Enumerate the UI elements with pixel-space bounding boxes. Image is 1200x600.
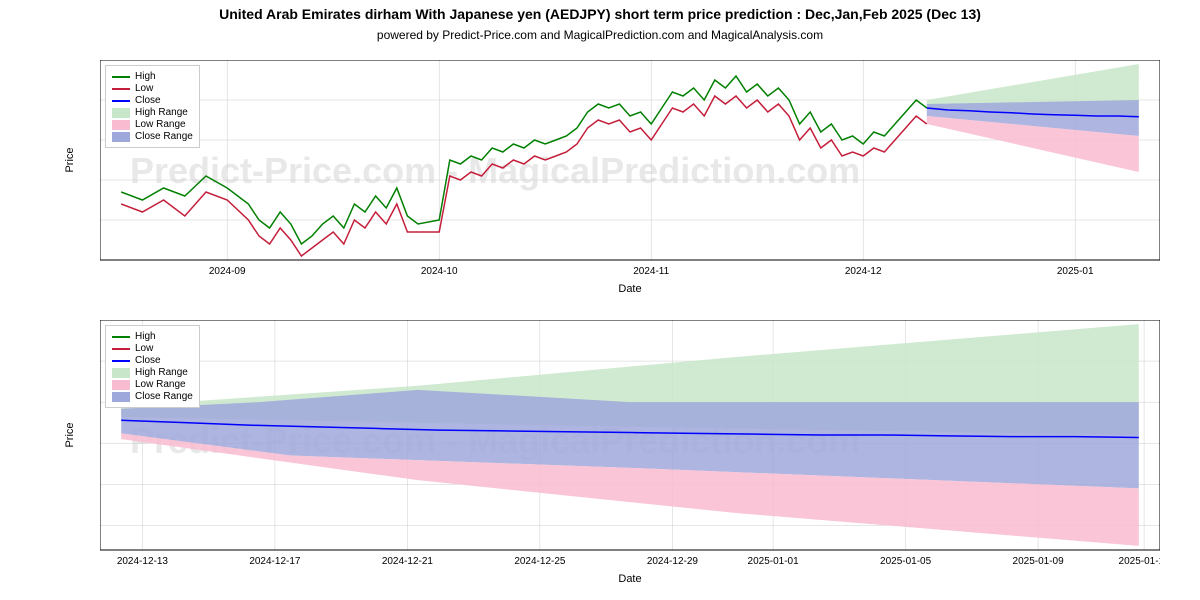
title-text: United Arab Emirates dirham With Japanes… xyxy=(219,6,981,22)
svg-text:2024-12-21: 2024-12-21 xyxy=(382,556,434,567)
legend-item: Low Range xyxy=(112,379,193,390)
legend-item: High Range xyxy=(112,107,193,118)
svg-text:2024-09: 2024-09 xyxy=(209,266,246,277)
legend-swatch xyxy=(112,336,130,338)
subtitle-text: powered by Predict-Price.com and Magical… xyxy=(377,28,823,42)
legend-swatch xyxy=(112,360,130,362)
legend-label: Low xyxy=(135,343,153,354)
legend-label: Close xyxy=(135,95,161,106)
legend-item: Low Range xyxy=(112,119,193,130)
legend-item: Low xyxy=(112,83,193,94)
svg-text:2024-12-13: 2024-12-13 xyxy=(117,556,169,567)
legend-item: Close Range xyxy=(112,391,193,402)
legend-label: High Range xyxy=(135,107,188,118)
svg-text:2025-01: 2025-01 xyxy=(1057,266,1094,277)
legend-label: Low Range xyxy=(135,379,186,390)
legend-item: Close Range xyxy=(112,131,193,142)
legend-label: Close xyxy=(135,355,161,366)
legend-item: Close xyxy=(112,355,193,366)
legend-item: Close xyxy=(112,95,193,106)
legend-swatch xyxy=(112,392,130,402)
legend-swatch xyxy=(112,100,130,102)
svg-text:2024-12: 2024-12 xyxy=(845,266,882,277)
chart-title: United Arab Emirates dirham With Japanes… xyxy=(0,6,1200,22)
y-axis-label: Price xyxy=(64,410,76,460)
legend-item: High xyxy=(112,71,193,82)
legend-label: High Range xyxy=(135,367,188,378)
svg-text:2024-12-17: 2024-12-17 xyxy=(249,556,301,567)
svg-text:2024-12-25: 2024-12-25 xyxy=(514,556,566,567)
chart-legend: HighLowCloseHigh RangeLow RangeClose Ran… xyxy=(105,65,200,148)
svg-text:2025-01-13: 2025-01-13 xyxy=(1119,556,1160,567)
svg-text:2024-10: 2024-10 xyxy=(421,266,458,277)
svg-text:2024-11: 2024-11 xyxy=(633,266,669,277)
chart-upper: 3839404142432024-092024-102024-112024-12… xyxy=(100,60,1160,310)
legend-label: Low xyxy=(135,83,153,94)
legend-swatch xyxy=(112,348,130,350)
legend-label: Low Range xyxy=(135,119,186,130)
y-axis-label: Price xyxy=(64,135,76,185)
chart-subtitle: powered by Predict-Price.com and Magical… xyxy=(0,28,1200,42)
legend-label: Close Range xyxy=(135,391,193,402)
legend-label: High xyxy=(135,331,156,342)
legend-swatch xyxy=(112,76,130,78)
legend-swatch xyxy=(112,380,130,390)
legend-item: High Range xyxy=(112,367,193,378)
svg-text:Date: Date xyxy=(618,283,641,295)
svg-text:2024-12-29: 2024-12-29 xyxy=(647,556,699,567)
legend-swatch xyxy=(112,368,130,378)
svg-text:Date: Date xyxy=(618,573,641,585)
svg-text:2025-01-09: 2025-01-09 xyxy=(1013,556,1065,567)
chart-lower: 40.54141.54242.5432024-12-132024-12-1720… xyxy=(100,320,1160,600)
legend-swatch xyxy=(112,108,130,118)
legend-item: Low xyxy=(112,343,193,354)
legend-swatch xyxy=(112,120,130,130)
svg-text:2025-01-01: 2025-01-01 xyxy=(748,556,800,567)
legend-swatch xyxy=(112,88,130,90)
legend-item: High xyxy=(112,331,193,342)
legend-swatch xyxy=(112,132,130,142)
legend-label: Close Range xyxy=(135,131,193,142)
svg-text:2025-01-05: 2025-01-05 xyxy=(880,556,932,567)
legend-label: High xyxy=(135,71,156,82)
chart-legend: HighLowCloseHigh RangeLow RangeClose Ran… xyxy=(105,325,200,408)
